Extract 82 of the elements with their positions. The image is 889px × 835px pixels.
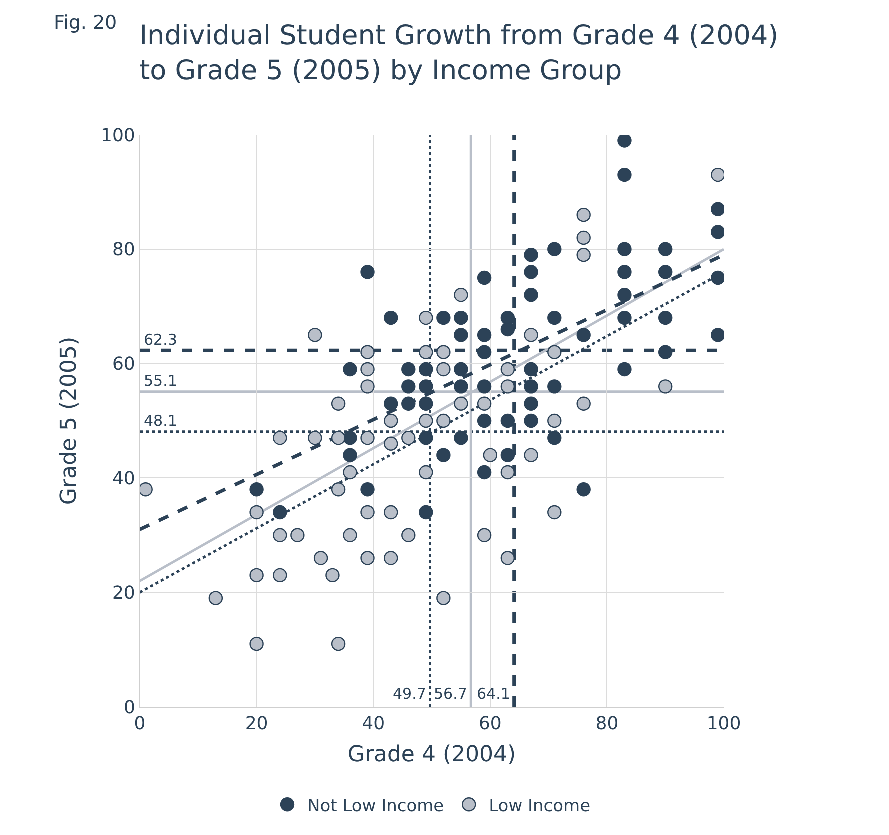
point (273, 431, 288, 446)
point (326, 568, 340, 583)
point (436, 591, 451, 606)
caption: Fig. 20 (54, 12, 118, 34)
point (548, 414, 562, 428)
point (208, 591, 224, 606)
point (454, 396, 468, 411)
point (500, 380, 516, 394)
point (477, 396, 492, 411)
point (290, 528, 305, 542)
y-axis-title: Grade 5 (2005) (56, 336, 82, 506)
y-tick-label: 20 (112, 582, 136, 604)
ref-line-label: 62.3 (144, 331, 178, 349)
legend-label: Not Low Income (308, 796, 444, 816)
ref-line-label: 56.7 (434, 685, 468, 703)
point (331, 482, 346, 497)
point (360, 431, 375, 446)
x-tick-label: 60 (478, 714, 502, 735)
x-tick-label: 80 (596, 714, 619, 735)
point (436, 414, 451, 428)
point (419, 465, 434, 480)
point (360, 362, 375, 377)
point (576, 230, 591, 246)
point (273, 568, 288, 583)
y-tick-label: 0 (124, 697, 136, 718)
ref-line-label: 55.1 (144, 372, 178, 390)
point (402, 528, 416, 542)
point (343, 465, 358, 480)
point (360, 505, 375, 520)
point (483, 448, 498, 462)
point (576, 396, 591, 411)
point (548, 505, 562, 520)
point (250, 636, 264, 652)
y-tick-label: 40 (112, 468, 136, 490)
point (360, 345, 375, 360)
point (308, 328, 322, 342)
x-axis-title: Grade 4 (2004) (348, 742, 516, 768)
y-tick-label: 60 (112, 354, 136, 376)
point (436, 362, 451, 377)
point (419, 310, 434, 326)
point (331, 431, 346, 446)
point (331, 636, 346, 652)
point (384, 414, 398, 428)
point (419, 345, 434, 360)
x-tick-label: 40 (362, 714, 386, 735)
point (402, 431, 416, 446)
point (548, 345, 562, 360)
point (250, 568, 264, 583)
point (454, 288, 468, 302)
ref-line-label: 64.1 (477, 685, 510, 703)
chart-title: Individual Student Growth from Grade 4 (2004) to Grade 5 (2005) by Income Group (140, 20, 779, 86)
point (343, 528, 358, 542)
point (331, 396, 346, 411)
point (576, 248, 591, 262)
point (524, 448, 538, 462)
point (500, 362, 516, 377)
legend-label: Low Income (489, 796, 591, 816)
x-tick-label: 20 (245, 714, 268, 735)
point (419, 414, 434, 428)
point (273, 528, 288, 542)
point (500, 551, 516, 566)
y-tick-label: 80 (112, 240, 136, 261)
point (384, 505, 398, 520)
point (500, 465, 516, 480)
point (250, 505, 264, 520)
point (384, 551, 398, 566)
point (576, 208, 591, 222)
y-tick-label: 100 (101, 125, 136, 146)
ref-line-label: 48.1 (144, 412, 178, 430)
point (360, 380, 375, 394)
point (314, 551, 328, 566)
point (360, 551, 375, 566)
point (711, 168, 724, 182)
point (477, 528, 492, 542)
point (384, 436, 398, 451)
point (524, 328, 538, 342)
ref-line-label: 49.7 (393, 685, 426, 703)
x-tick-label: 100 (706, 714, 742, 735)
point (436, 345, 451, 360)
point (308, 431, 322, 446)
point (140, 482, 153, 497)
point (658, 380, 673, 394)
